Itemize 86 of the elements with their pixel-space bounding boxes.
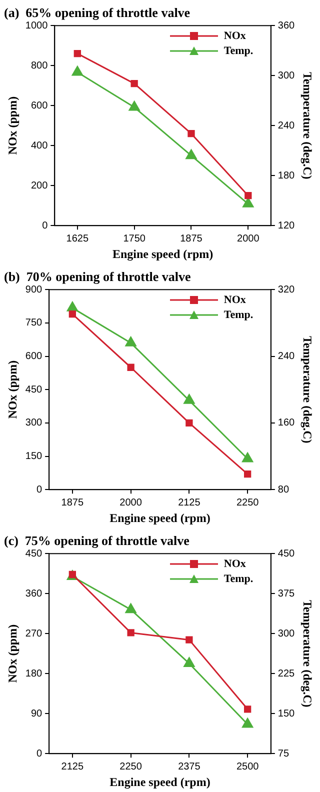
point — [244, 192, 252, 200]
point — [125, 603, 136, 614]
y2-tick-label: 300 — [278, 70, 296, 82]
y-tick-label: 800 — [30, 60, 48, 72]
x-tick-label: 2000 — [120, 497, 142, 508]
x-axis-title: Engine speed (rpm) — [110, 774, 210, 789]
y-tick-label: 360 — [25, 588, 43, 600]
y-tick-label: 90 — [30, 708, 43, 720]
y-tick-label: 900 — [25, 284, 43, 296]
point — [186, 149, 197, 160]
y-tick-label: 450 — [25, 548, 43, 560]
y-tick-label: 200 — [30, 180, 48, 192]
y-tick-label: 450 — [25, 384, 43, 396]
x-tick-label: 1625 — [66, 233, 89, 244]
x-tick-label: 1875 — [61, 497, 84, 508]
point — [184, 394, 195, 404]
y-tick-label: 600 — [30, 100, 48, 112]
point — [72, 66, 83, 76]
y-axis-title: NOx (ppm) — [5, 96, 20, 155]
point — [128, 101, 140, 111]
point — [74, 50, 81, 58]
x-tick-label: 2250 — [236, 497, 260, 508]
point — [127, 364, 134, 371]
legend-label: Temp. — [224, 572, 254, 587]
x-tick-label: 1750 — [123, 233, 146, 244]
y2-tick-label: 320 — [278, 284, 296, 296]
y2-tick-label: 160 — [278, 418, 296, 429]
y-tick-label: 0 — [36, 484, 43, 496]
y2-tick-label: 180 — [278, 170, 296, 182]
y-tick-label: 270 — [25, 628, 43, 640]
y-axis-title: NOx (ppm) — [5, 360, 20, 419]
y2-axis-title: Temperature (deg.C) — [300, 600, 315, 708]
chart-title: (a) 65% opening of throttle valve — [4, 5, 190, 20]
y-tick-label: 300 — [25, 418, 43, 429]
point — [184, 657, 195, 667]
y2-tick-label: 450 — [278, 548, 296, 560]
y-tick-label: 600 — [25, 351, 43, 362]
point — [127, 629, 134, 636]
x-tick-label: 2125 — [178, 497, 201, 508]
y2-tick-label: 225 — [278, 668, 296, 680]
legend-label: NOx — [224, 556, 246, 572]
x-tick-label: 2125 — [61, 761, 84, 772]
point — [186, 636, 193, 644]
x-tick-label: 1875 — [180, 233, 203, 244]
legend-label: Temp. — [224, 44, 254, 59]
y2-tick-label: 120 — [278, 220, 296, 232]
y2-axis-title: Temperature (deg.C) — [300, 336, 315, 444]
legend-label: Temp. — [224, 308, 254, 323]
point — [186, 419, 193, 427]
y2-tick-label: 80 — [278, 484, 290, 496]
point — [130, 80, 138, 88]
point — [242, 718, 254, 728]
point — [242, 198, 254, 208]
y2-tick-label: 240 — [278, 351, 296, 362]
point — [66, 302, 78, 312]
y-tick-label: 0 — [36, 748, 43, 760]
y2-tick-label: 75 — [278, 748, 290, 760]
y-tick-label: 750 — [25, 318, 43, 329]
point — [244, 470, 252, 478]
x-axis-title: Engine speed (rpm) — [112, 246, 214, 261]
point — [244, 706, 252, 713]
x-tick-label: 2000 — [237, 233, 260, 244]
y2-axis-title: Temperature (deg.C) — [300, 72, 315, 180]
point — [125, 336, 136, 346]
legend-label: NOx — [224, 28, 246, 44]
y2-tick-label: 300 — [278, 628, 296, 640]
x-axis-title: Engine speed (rpm) — [110, 510, 210, 525]
legend-label: NOx — [224, 292, 246, 308]
y-tick-label: 150 — [25, 451, 43, 462]
point — [68, 310, 76, 318]
y-tick-label: 400 — [30, 140, 48, 152]
point — [242, 452, 254, 462]
point — [188, 130, 195, 138]
x-tick-label: 2250 — [120, 761, 142, 772]
y-tick-label: 180 — [25, 668, 43, 680]
y-tick-label: 0 — [42, 220, 48, 232]
y2-tick-label: 240 — [278, 120, 296, 132]
chart-title: (c) 75% opening of throttle valve — [4, 533, 190, 548]
y2-tick-label: 360 — [278, 20, 296, 32]
y2-tick-label: 375 — [278, 588, 296, 600]
y-tick-label: 1000 — [25, 20, 48, 32]
y-axis-title: NOx (ppm) — [5, 624, 20, 683]
chart-title: (b) 70% opening of throttle valve — [4, 269, 192, 284]
y2-tick-label: 150 — [278, 708, 296, 720]
x-tick-label: 2500 — [236, 761, 260, 772]
x-tick-label: 2375 — [178, 761, 201, 772]
